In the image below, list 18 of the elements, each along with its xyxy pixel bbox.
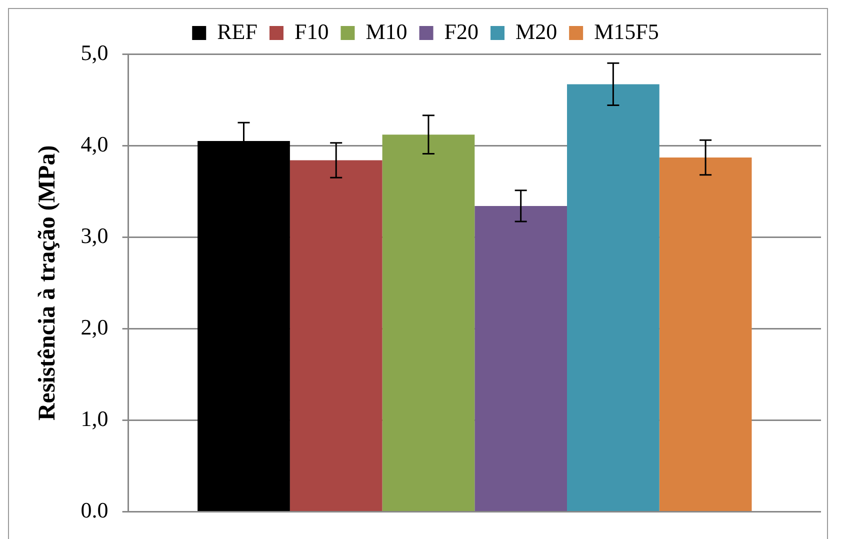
legend-label: F20 — [444, 18, 479, 44]
y-axis-title: Resistência à tração (MPa) — [34, 145, 61, 421]
legend-label: M15F5 — [594, 18, 659, 44]
bar — [659, 157, 752, 512]
bar — [567, 84, 660, 512]
bar — [474, 206, 568, 512]
legend-label: REF — [217, 18, 258, 44]
legend-label: M10 — [366, 18, 408, 44]
bar — [290, 160, 382, 512]
legend-label: F10 — [294, 18, 329, 44]
y-tick-label: 5,0 — [80, 40, 108, 65]
y-tick-label: 0.0 — [80, 498, 108, 523]
y-tick-label: 4,0 — [80, 131, 108, 156]
y-tick-label: 2,0 — [80, 314, 108, 340]
bar — [382, 134, 475, 512]
y-tick-label: 1,0 — [80, 406, 108, 432]
legend-label: M20 — [516, 18, 558, 44]
y-tick-label: 3,0 — [80, 222, 108, 248]
